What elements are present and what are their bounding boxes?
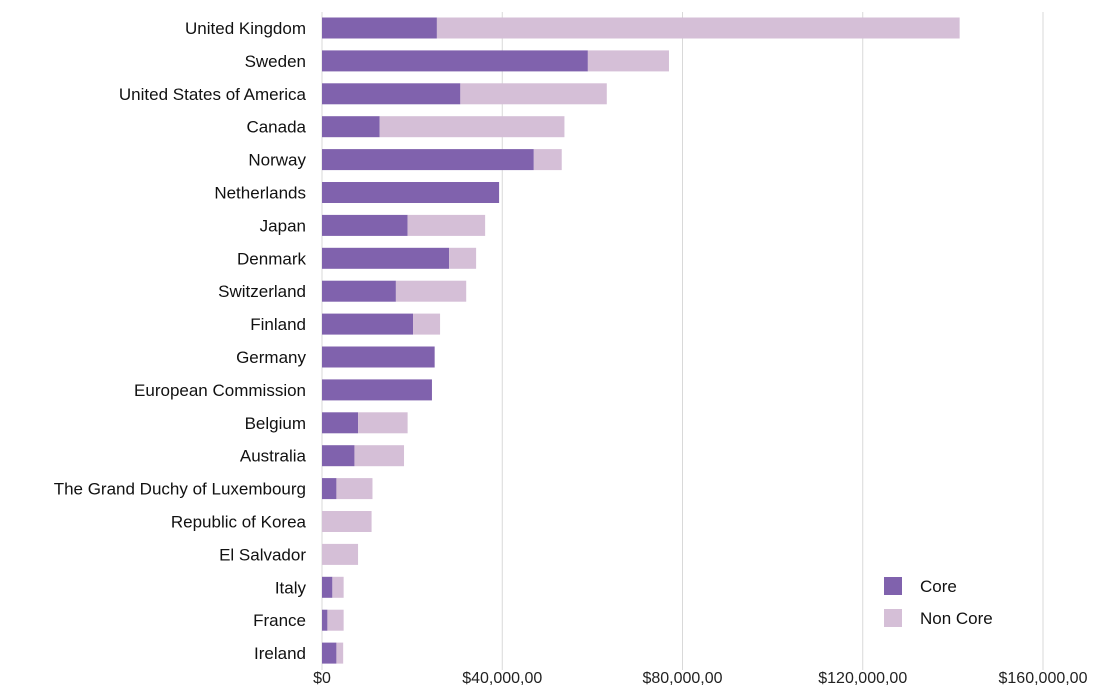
bar-non-core — [358, 412, 408, 434]
bar-non-core — [436, 17, 960, 39]
bar-core — [322, 642, 337, 664]
bar-core — [322, 576, 333, 598]
x-tick-label: $40,000,00 — [462, 670, 542, 687]
legend-swatch — [884, 577, 902, 595]
bar-core — [322, 346, 435, 368]
bar-core — [322, 280, 396, 302]
bar-core — [322, 379, 432, 401]
legend-label: Non Core — [920, 609, 993, 628]
bar-non-core — [332, 576, 344, 598]
bar-non-core — [395, 280, 467, 302]
bar-core — [322, 247, 450, 269]
bar-core — [322, 149, 534, 171]
bar-non-core — [327, 609, 344, 631]
bar-core — [322, 50, 588, 72]
gridlines — [321, 12, 1044, 670]
category-label: Germany — [236, 348, 306, 367]
category-label: Netherlands — [214, 184, 306, 203]
bar-non-core — [460, 83, 607, 105]
x-tick-label: $120,000,00 — [818, 670, 907, 687]
legend: Core Non Core — [884, 577, 993, 628]
bar-core — [322, 83, 461, 105]
bar-non-core — [587, 50, 669, 72]
category-label: France — [253, 611, 306, 630]
x-tick-label: $160,000,00 — [999, 670, 1088, 687]
bar-non-core — [449, 247, 477, 269]
category-label: Sweden — [245, 52, 306, 71]
category-label: Japan — [260, 216, 306, 235]
bar-core — [322, 182, 500, 203]
category-label: Belgium — [245, 414, 306, 433]
category-label: Finland — [250, 315, 306, 334]
bar-core — [322, 116, 380, 138]
bar-core — [322, 609, 328, 631]
x-tick-label: $80,000,00 — [642, 670, 722, 687]
bar-core — [322, 478, 337, 500]
legend-swatch — [884, 609, 902, 627]
legend-label: Core — [920, 577, 957, 596]
bar-non-core — [336, 642, 344, 664]
category-labels: United Kingdom Sweden United States of Ame… — [54, 19, 307, 663]
category-label: Canada — [246, 118, 306, 137]
category-label: Republic of Korea — [171, 513, 307, 532]
bar-core — [322, 412, 359, 434]
x-tick-label: $0 — [313, 670, 331, 687]
category-label: El Salvador — [219, 545, 306, 564]
category-label: Denmark — [237, 249, 306, 268]
category-label: The Grand Duchy of Luxembourg — [54, 480, 306, 499]
bar-non-core — [336, 478, 373, 500]
category-label: Australia — [240, 447, 307, 466]
bars — [322, 17, 960, 664]
category-label: Norway — [248, 151, 306, 170]
bar-non-core — [379, 116, 565, 138]
category-label: Switzerland — [218, 282, 306, 301]
category-label: European Commission — [134, 381, 306, 400]
category-label: Italy — [275, 578, 307, 597]
bar-non-core — [322, 543, 359, 565]
bar-core — [322, 17, 437, 39]
category-label: Ireland — [254, 644, 306, 663]
category-label: United Kingdom — [185, 19, 306, 38]
bar-non-core — [533, 149, 562, 171]
x-tick-labels: $0 $40,000,00 $80,000,00 $120,000,00 $160,00… — [313, 670, 1087, 687]
bar-core — [322, 214, 408, 236]
bar-core — [322, 313, 414, 335]
bar-non-core — [322, 511, 372, 532]
bar-non-core — [354, 445, 405, 467]
category-label: United States of America — [119, 85, 307, 104]
bar-non-core — [407, 214, 486, 236]
bar-core — [322, 445, 355, 467]
bar-non-core — [413, 313, 441, 335]
